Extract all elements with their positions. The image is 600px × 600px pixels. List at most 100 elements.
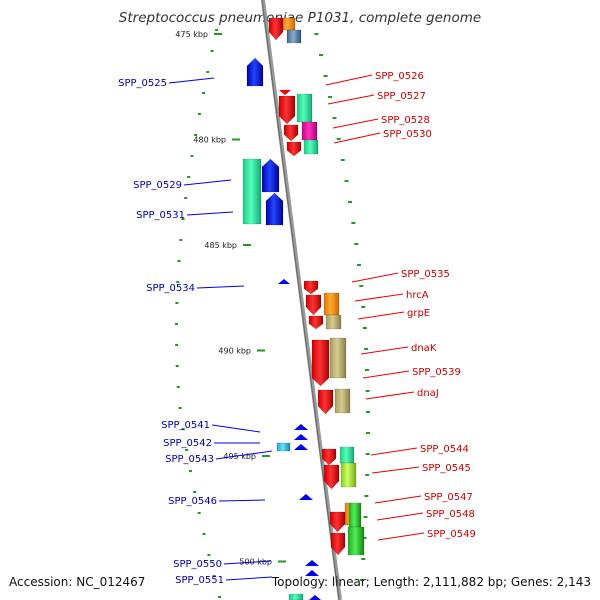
gene-block-shape	[317, 389, 334, 415]
gene-block	[278, 95, 296, 125]
genome-summary: Topology: linear; Length: 2,111,882 bp; …	[271, 575, 591, 589]
scale-tick-label: 480 kbp	[193, 136, 226, 145]
gene-leader	[225, 576, 273, 581]
gene-block	[308, 315, 324, 330]
gene-leader	[376, 512, 424, 521]
gene-block	[325, 314, 342, 330]
gene-block	[329, 511, 346, 533]
gene-block-shape	[329, 511, 346, 533]
gene-block-shape	[303, 280, 319, 295]
gene-leader	[168, 77, 215, 84]
gene-block	[283, 124, 299, 142]
gene-label-right: SPP_0535	[401, 269, 450, 280]
gene-block-shape	[321, 448, 337, 466]
gene-block	[347, 526, 365, 556]
gene-block	[294, 424, 308, 430]
gene-label-left: SPP_0550	[173, 559, 222, 570]
gene-leader	[362, 370, 410, 379]
gene-leader	[354, 293, 404, 302]
gene-label-right: SPP_0527	[377, 91, 426, 102]
gene-block-shape	[323, 464, 340, 490]
gene-block	[279, 90, 291, 95]
gene-block	[329, 337, 347, 379]
gene-leader	[365, 391, 415, 400]
gene-block	[294, 434, 308, 440]
gene-leader	[211, 424, 261, 433]
gene-block	[301, 121, 318, 141]
gene-block	[303, 139, 319, 155]
gene-block	[286, 29, 302, 44]
gene-leader	[183, 179, 232, 186]
scale-tick-label: 485 kbp	[204, 241, 237, 250]
gene-block	[294, 444, 308, 450]
gene-label-right: SPP_0548	[426, 509, 475, 520]
gene-leader	[215, 450, 273, 460]
gene-block	[323, 292, 340, 316]
gene-block	[309, 595, 321, 600]
gene-leader	[218, 499, 266, 502]
gene-label-right: dnaJ	[417, 388, 439, 399]
gene-block	[348, 502, 362, 528]
gene-block	[305, 570, 319, 576]
gene-block	[296, 93, 313, 123]
gene-block	[268, 17, 284, 41]
gene-block	[323, 464, 340, 490]
gene-leader	[371, 466, 420, 474]
gene-block	[246, 57, 264, 87]
gene-label-left: SPP_0546	[168, 496, 217, 507]
gene-block-shape	[268, 17, 284, 41]
gene-block	[321, 448, 337, 466]
gene-block-shape	[308, 315, 324, 330]
gene-block	[242, 158, 262, 225]
gene-block-shape	[283, 124, 299, 142]
gene-label-right: SPP_0549	[427, 529, 476, 540]
gene-leader	[360, 346, 409, 355]
gene-label-right: grpE	[407, 308, 430, 319]
scale-tick-label: 495 kbp	[223, 452, 256, 461]
gene-leader	[374, 495, 422, 504]
gene-leader	[351, 272, 399, 283]
gene-leader	[332, 118, 379, 129]
gene-label-left: SPP_0531	[136, 210, 185, 221]
gene-block	[330, 532, 346, 556]
gene-label-left: SPP_0534	[146, 283, 195, 294]
gene-leader	[196, 285, 245, 289]
scale-tick-label: 490 kbp	[218, 347, 251, 356]
gene-label-right: SPP_0547	[424, 492, 473, 503]
gene-block-shape	[261, 158, 280, 193]
gene-block	[288, 593, 304, 600]
scale-tick-label: 475 kbp	[175, 30, 208, 39]
gene-block-shape	[278, 95, 296, 125]
gene-label-right: SPP_0539	[412, 367, 461, 378]
gene-leader	[223, 560, 272, 565]
gene-block	[265, 192, 284, 226]
gene-leader	[325, 74, 373, 86]
gene-leader	[377, 532, 425, 541]
gene-label-right: SPP_0544	[420, 444, 469, 455]
gene-label-right: SPP_0526	[375, 71, 424, 82]
gene-block-shape	[246, 57, 264, 87]
gene-block	[278, 279, 290, 284]
accession-label: Accession: NC_012467	[9, 575, 146, 589]
gene-block-shape	[311, 339, 330, 387]
gene-block	[340, 462, 357, 488]
gene-block	[303, 280, 319, 295]
gene-block-shape	[265, 192, 284, 226]
gene-leader	[333, 132, 381, 144]
gene-label-left: SPP_0542	[163, 438, 212, 449]
genome-title: Streptococcus pneumoniae P1031, complete…	[118, 10, 482, 26]
gene-leader	[186, 211, 234, 216]
genome-axis	[261, 0, 342, 600]
gene-block-shape	[286, 141, 302, 157]
gene-block	[334, 388, 351, 414]
gene-label-right: dnaK	[411, 343, 437, 354]
gene-block	[261, 158, 280, 193]
gene-label-left: SPP_0551	[175, 575, 224, 586]
gene-label-left: SPP_0525	[118, 78, 167, 89]
gene-leader	[357, 311, 405, 320]
gene-block	[299, 494, 313, 500]
gene-label-left: SPP_0529	[133, 180, 182, 191]
gene-label-right: SPP_0545	[422, 463, 471, 474]
gene-block-shape	[305, 294, 322, 316]
